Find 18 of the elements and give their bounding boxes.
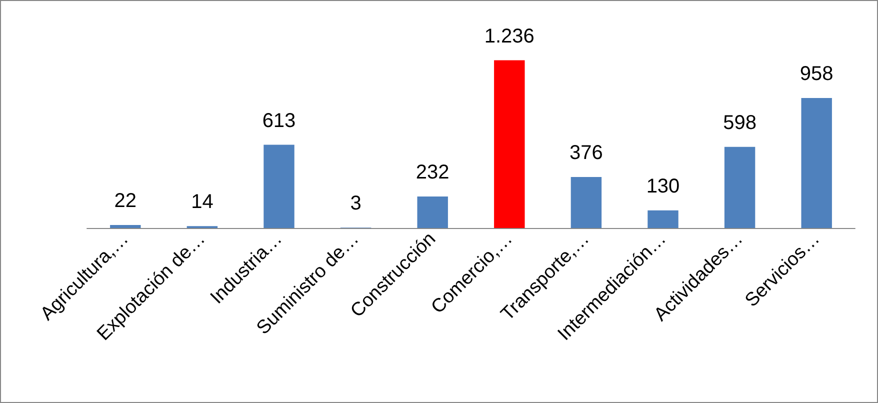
data-label: 22 [114,190,137,212]
bar [801,98,832,228]
bar [570,176,602,228]
data-label: 958 [800,62,834,85]
bar [417,196,448,228]
data-label: 3 [350,192,362,215]
bar [264,144,294,228]
data-label: 1.236 [484,25,534,48]
bar [494,60,525,228]
data-label: 376 [570,142,603,164]
data-label: 232 [416,162,450,184]
data-label: 613 [262,110,296,132]
data-label: 14 [191,191,214,214]
bar [724,146,756,228]
data-label: 130 [646,175,680,198]
bar [648,210,678,228]
bar [110,225,141,228]
data-label: 598 [723,112,756,134]
